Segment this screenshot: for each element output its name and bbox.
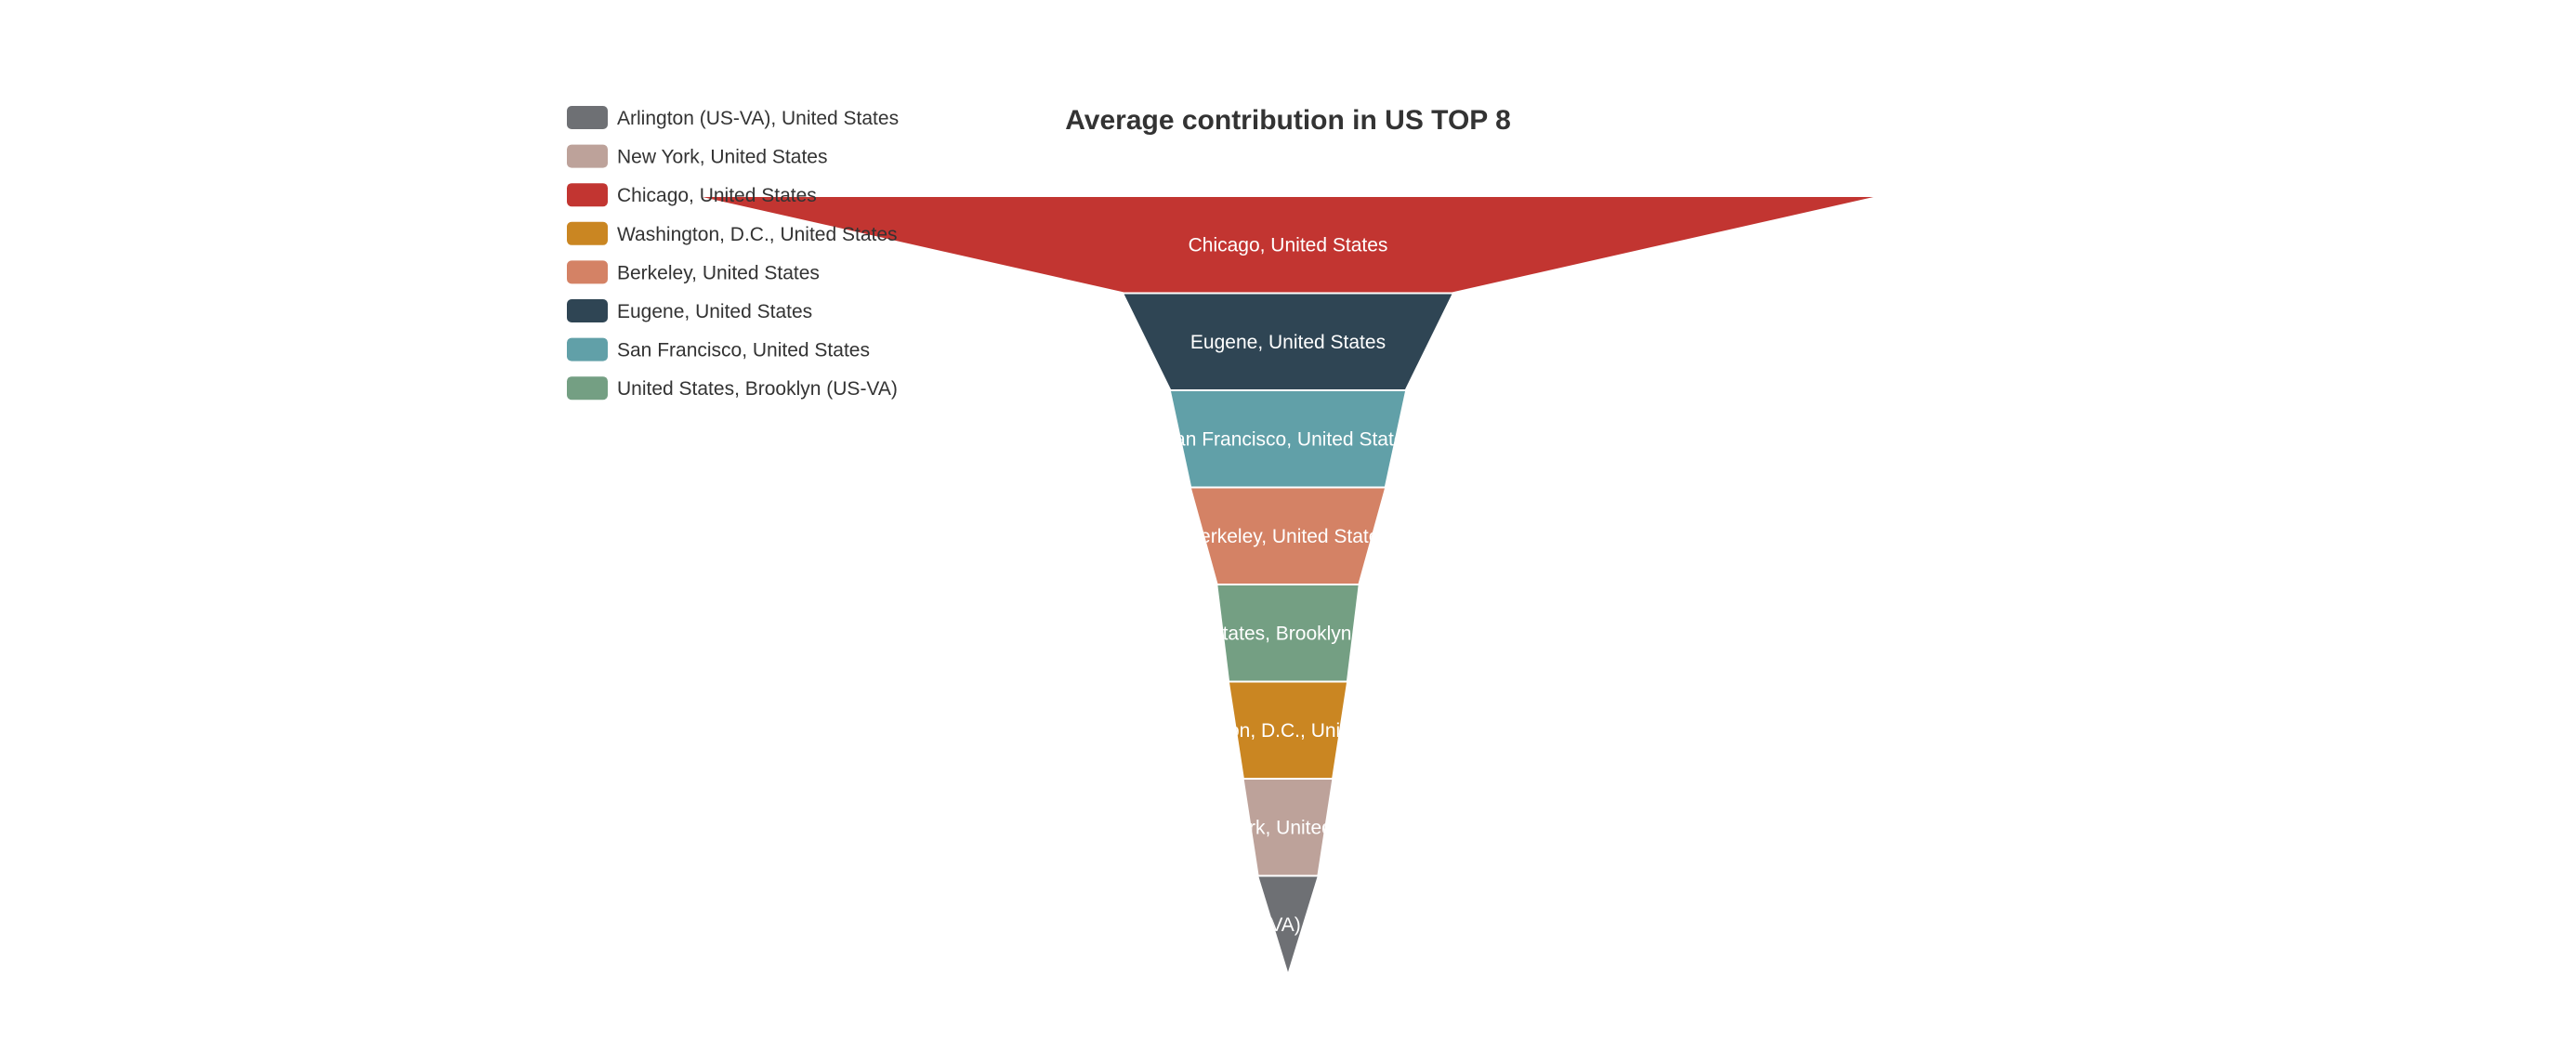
funnel-segment-berkeley-united-states[interactable] [1191,488,1385,585]
funnel-label-chicago-united-states: Chicago, United States [1189,234,1388,256]
legend-item-san-francisco-united-states[interactable]: San Francisco, United States [567,337,870,361]
funnel-segment-san-francisco-united-states[interactable] [1171,391,1405,487]
legend-label: New York, United States [617,147,827,168]
chart-title: Average contribution in US TOP 8 [1065,105,1511,136]
funnel-label-united-states-brooklyn-us-va: United States, Brooklyn (US-VA) [1148,623,1428,644]
legend-label: Berkeley, United States [617,262,820,283]
legend-swatch [567,183,608,207]
legend-item-arlington-us-va-united-states[interactable]: Arlington (US-VA), United States [567,106,899,129]
legend-label: Eugene, United States [617,301,812,322]
legend-swatch [567,299,608,322]
funnel-segment-washington-d-c-united-states[interactable] [1229,682,1347,779]
legend-label: United States, Brooklyn (US-VA) [617,378,898,400]
funnel-segment-united-states-brooklyn-us-va[interactable] [1217,585,1359,681]
legend-label: Chicago, United States [617,185,817,206]
funnel-segment-eugene-united-states[interactable] [1124,294,1452,390]
funnel-segment-new-york-united-states[interactable] [1243,780,1333,875]
legend-label: Arlington (US-VA), United States [617,108,899,129]
funnel-segment-labels: Chicago, United States Eugene, United Sta… [1147,234,1428,936]
legend-swatch [567,144,608,168]
legend-item-berkeley-united-states[interactable]: Berkeley, United States [567,260,820,284]
funnel-label-washington-d-c-united-states: Washington, D.C., United States [1148,720,1428,742]
legend-label: Washington, D.C., United States [617,224,898,245]
legend-item-eugene-united-states[interactable]: Eugene, United States [567,299,812,322]
legend-swatch [567,376,608,401]
legend-swatch [567,260,608,284]
funnel-segment-chicago-united-states[interactable] [703,197,1873,293]
legend-item-new-york-united-states[interactable]: New York, United States [567,144,827,168]
legend-item-united-states-brooklyn-us-va[interactable]: United States, Brooklyn (US-VA) [567,376,898,401]
funnel-label-arlington-us-va-united-states: Arlington (US-VA), United States [1147,914,1428,936]
legend: Arlington (US-VA), United States New York… [567,106,899,401]
legend-swatch [567,106,608,129]
legend-swatch [567,221,608,245]
funnel-segment-arlington-us-va-united-states[interactable] [1258,876,1318,973]
legend-item-washington-d-c-united-states[interactable]: Washington, D.C., United States [567,221,898,245]
funnel-label-san-francisco-united-states: San Francisco, United States [1162,428,1414,450]
legend-label: San Francisco, United States [617,340,870,361]
funnel-segments [703,197,1873,972]
funnel-label-new-york-united-states: New York, United States [1183,817,1393,838]
funnel-label-berkeley-united-states: Berkeley, United States [1187,526,1389,547]
funnel-label-eugene-united-states: Eugene, United States [1190,332,1386,353]
legend-swatch [567,337,608,361]
legend-item-chicago-united-states[interactable]: Chicago, United States [567,183,817,207]
